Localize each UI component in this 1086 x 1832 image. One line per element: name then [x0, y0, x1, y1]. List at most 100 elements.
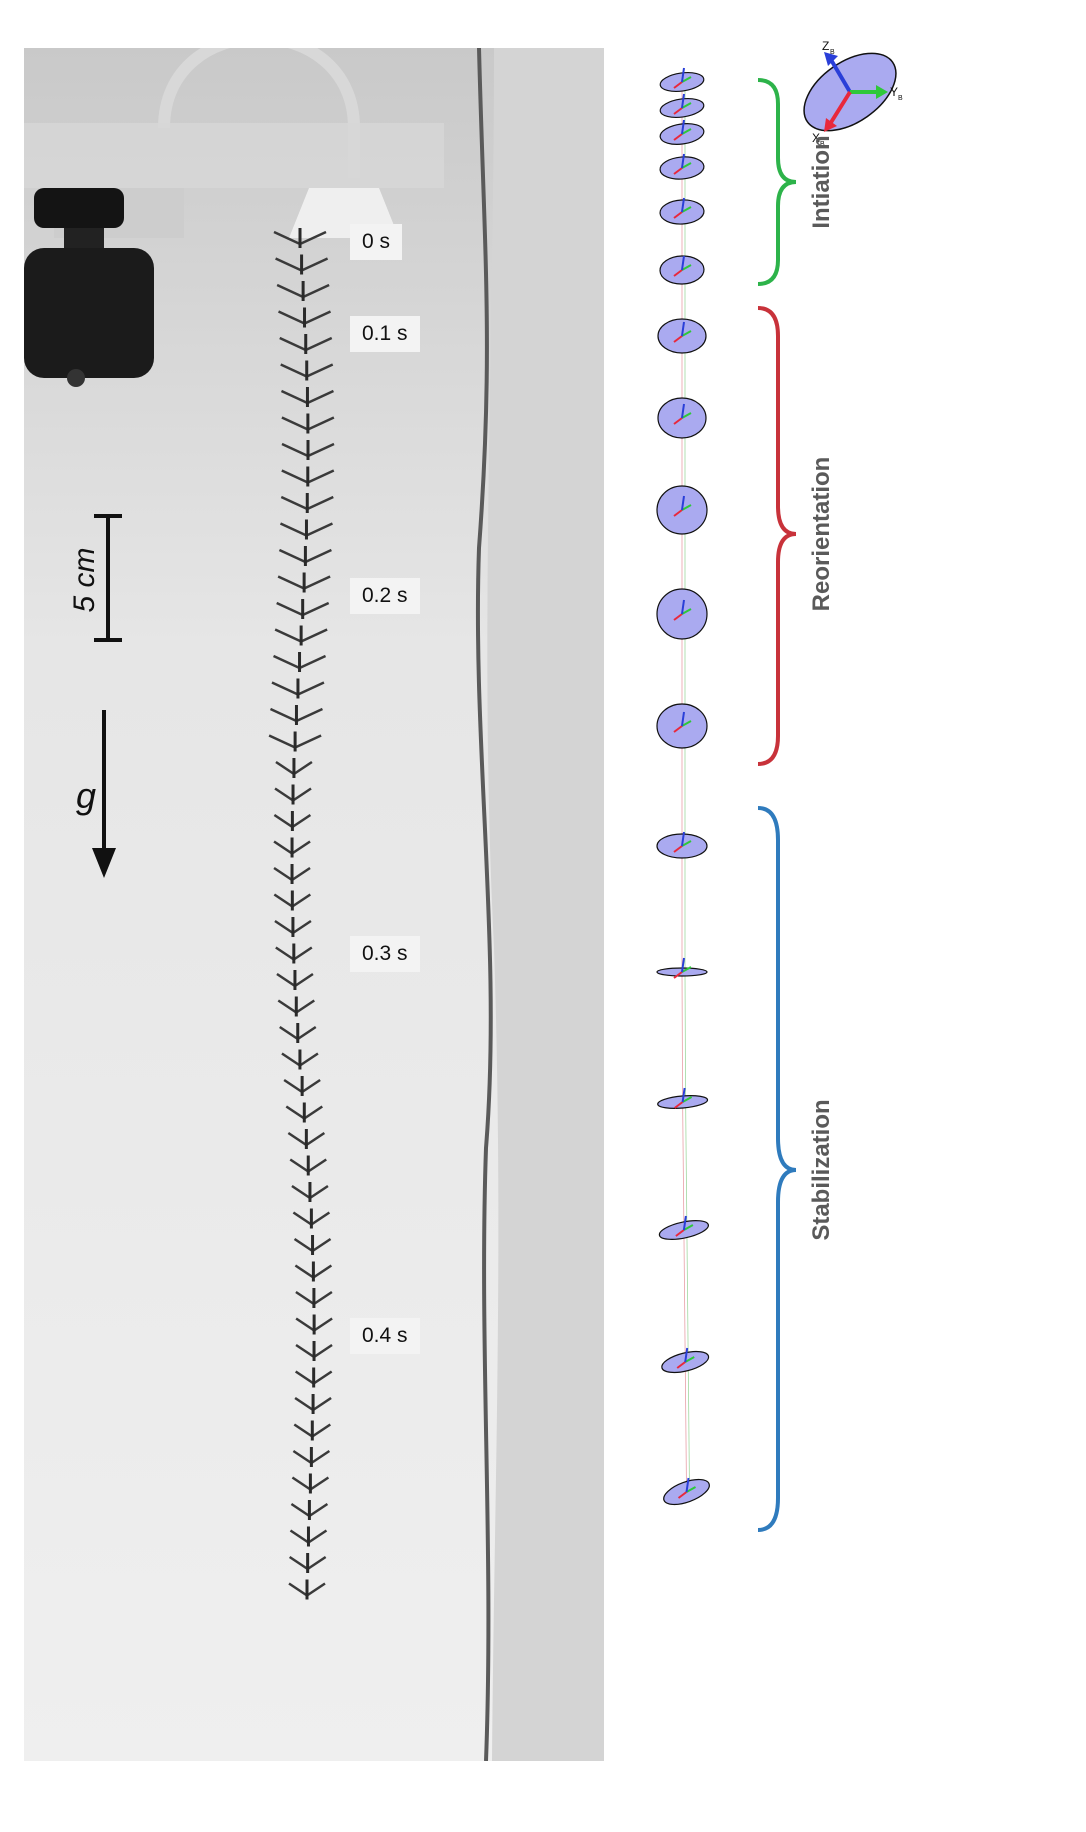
orientation-disc-right: [659, 255, 705, 285]
diagram-svg: Z B Y B X B Intiation Reorientation Stab…: [583, 39, 903, 1532]
insect-silhouette: [281, 1049, 319, 1070]
time-label-3: 0.3 s: [350, 936, 420, 972]
y-axis-vector: [686, 1486, 697, 1493]
gravity-label: g: [76, 775, 96, 816]
y-axis-vector: [681, 504, 692, 511]
insect-silhouette: [274, 784, 312, 805]
y-axis-vector: [681, 76, 692, 83]
orientation-disc-right: [659, 153, 705, 180]
x-axis-arrow: [828, 90, 852, 126]
insect-silhouette: [287, 1129, 326, 1149]
orientation-disc-right: [656, 588, 708, 640]
insect-silhouette: [279, 1023, 317, 1043]
y-axis-vector: [683, 1224, 694, 1231]
insect-silhouette: [277, 307, 332, 328]
x-axis-vector: [673, 509, 683, 517]
y-axis-head: [876, 85, 888, 99]
x-axis-vector: [673, 845, 683, 853]
insect-silhouette: [285, 1102, 323, 1123]
insect-silhouette: [273, 228, 327, 248]
y-axis-vector: [681, 330, 692, 337]
mount-screw: [67, 369, 85, 387]
insect-silhouette: [280, 387, 334, 407]
insect-silhouette: [291, 1473, 330, 1494]
orientation-disc-right: [659, 67, 705, 93]
x-axis-vector: [673, 107, 683, 115]
insect-silhouette: [271, 678, 325, 699]
release-bracket: [24, 123, 444, 188]
z-axis-vector: [681, 67, 685, 83]
mount-body: [24, 248, 154, 378]
x-axis-vector: [673, 167, 683, 175]
wall-edge: [475, 47, 493, 1762]
insect-silhouette: [293, 1420, 331, 1441]
x-axis-vector: [677, 1491, 688, 1499]
insect-silhouette: [288, 1579, 326, 1600]
orientation-diagram: Z B Y B X B Intiation Reorientation Stab…: [583, 39, 1086, 1827]
insect-silhouette: [292, 1208, 331, 1229]
scale-label: 5 cm: [68, 547, 101, 612]
z-axis-vector: [681, 957, 685, 973]
z-axis-head: [824, 52, 838, 66]
insect-silhouette: [275, 758, 313, 778]
y-axis-vector: [681, 102, 692, 109]
orientation-disc-right: [659, 197, 705, 225]
trajectory-line: [681, 82, 687, 1493]
insect-silhouette: [273, 837, 311, 858]
x-axis-vector: [673, 211, 683, 219]
insect-silhouette: [294, 1261, 333, 1282]
y-axis-vector: [681, 966, 692, 973]
z-axis-vector: [682, 1215, 687, 1231]
orientation-disc-right: [661, 1347, 710, 1374]
z-axis-arrow: [828, 56, 852, 94]
insect-silhouette: [295, 1314, 333, 1335]
phase-label-reorientation: Reorientation: [808, 457, 835, 612]
y-axis-vector: [681, 264, 692, 271]
orientation-disc-right: [656, 957, 708, 979]
z-axis-vector: [681, 197, 685, 213]
y-axis-vector: [681, 128, 692, 135]
x-axis-label: X: [812, 131, 820, 145]
insect-silhouette: [276, 281, 330, 301]
insect-silhouette: [275, 943, 313, 964]
insect-silhouette: [283, 1076, 321, 1096]
insect-silhouette: [274, 917, 312, 937]
x-axis-vector: [673, 335, 683, 343]
z-axis-vector: [681, 599, 685, 615]
trajectory-line: [684, 82, 690, 1493]
z-axis-vector: [681, 711, 685, 727]
z-axis-vector: [681, 119, 685, 135]
time-label-1: 0.1 s: [350, 316, 420, 352]
z-axis-subscript: B: [830, 49, 835, 56]
x-axis-vector: [673, 269, 683, 277]
insect-silhouette: [295, 1288, 333, 1308]
insect-silhouette: [279, 519, 333, 540]
orientation-disc-right: [659, 119, 705, 145]
insect-silhouette: [277, 572, 331, 593]
orientation-disc-right: [659, 93, 705, 119]
x-axis-vector: [676, 1361, 686, 1369]
x-axis-vector: [673, 725, 683, 733]
initiation-brace: [757, 78, 797, 286]
x-axis-vector: [675, 1229, 685, 1237]
orientation-disc-right: [658, 1215, 710, 1240]
y-axis-vector: [684, 1356, 695, 1363]
insect-silhouette: [273, 652, 327, 672]
insect-silhouette: [289, 1155, 327, 1176]
z-axis-vector: [685, 1477, 690, 1493]
wall-shadow: [487, 48, 604, 1761]
phase-label-initiation: Intiation: [808, 135, 835, 228]
insect-silhouette: [275, 254, 329, 275]
insect-silhouette: [289, 1526, 328, 1547]
insect-silhouette: [290, 1500, 329, 1520]
y-axis-vector: [681, 412, 692, 419]
insect-silhouette: [294, 1394, 332, 1414]
insect-silhouettes: [268, 228, 335, 1600]
insect-silhouette: [277, 996, 315, 1017]
z-axis-vector: [681, 153, 685, 169]
z-axis-vector: [681, 403, 685, 419]
z-axis-vector: [684, 1347, 689, 1363]
z-axis-vector: [681, 495, 685, 511]
insect-silhouette: [295, 1341, 333, 1361]
insect-silhouette: [294, 1367, 333, 1388]
